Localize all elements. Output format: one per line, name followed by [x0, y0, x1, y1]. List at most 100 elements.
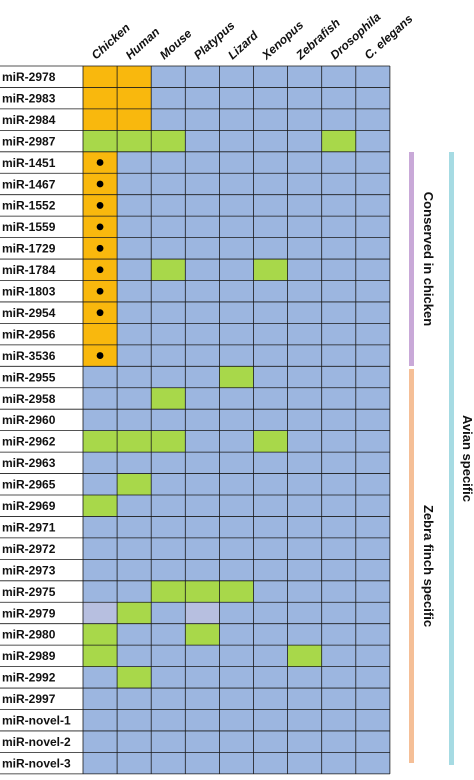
heatmap-cell	[219, 87, 254, 109]
group-label: Avian specific	[460, 415, 474, 502]
heatmap-cell	[253, 130, 288, 152]
heatmap-cell	[321, 237, 356, 260]
group-label: Conserved in chicken	[421, 192, 436, 326]
heatmap-cell	[151, 66, 186, 88]
heatmap-cell	[253, 730, 288, 753]
heatmap-cell	[287, 730, 322, 753]
heatmap-cell	[355, 323, 390, 345]
heatmap-cell	[151, 301, 186, 324]
row-label: miR-2979	[2, 606, 56, 620]
heatmap-cell	[355, 301, 390, 324]
heatmap-cell	[185, 730, 220, 753]
heatmap-cell	[117, 280, 152, 302]
heatmap-cell	[253, 645, 288, 667]
heatmap-cell	[117, 645, 152, 667]
heatmap-cell	[151, 516, 186, 538]
heatmap-cell	[355, 752, 390, 774]
heatmap-cell	[117, 709, 152, 731]
heatmap-cell	[253, 66, 288, 88]
row-label: miR-novel-3	[2, 756, 71, 770]
heatmap-cell	[253, 216, 288, 238]
presence-dot	[96, 180, 104, 188]
heatmap-cell	[287, 409, 322, 431]
heatmap-cell	[151, 473, 186, 495]
heatmap-cell	[83, 473, 118, 495]
heatmap-cell	[355, 645, 390, 667]
heatmap-cell	[83, 752, 118, 774]
heatmap-cell	[151, 130, 186, 152]
heatmap-cell	[83, 323, 118, 345]
heatmap-cell	[151, 366, 186, 388]
heatmap-cell	[151, 387, 186, 410]
column-label: Mouse	[157, 26, 195, 62]
heatmap-cell	[321, 752, 356, 774]
heatmap-cell	[219, 151, 254, 174]
heatmap-cell	[253, 323, 288, 345]
heatmap-cell	[83, 580, 118, 603]
heatmap-cell	[321, 730, 356, 753]
heatmap-cell	[83, 366, 118, 388]
heatmap-cell	[117, 495, 152, 517]
heatmap-cell	[253, 537, 288, 560]
heatmap-cell	[287, 280, 322, 302]
heatmap-cell	[151, 495, 186, 517]
heatmap-cell	[253, 280, 288, 302]
heatmap-cell	[151, 344, 186, 367]
row-label: miR-1784	[2, 263, 56, 277]
heatmap-cell	[253, 452, 288, 474]
heatmap-cell	[117, 516, 152, 538]
row-label: miR-1729	[2, 242, 56, 256]
row-label: miR-2989	[2, 649, 56, 663]
heatmap-cell	[253, 473, 288, 495]
heatmap-cell	[219, 516, 254, 538]
heatmap-cell	[219, 730, 254, 753]
heatmap-cell	[151, 409, 186, 431]
heatmap-cell	[253, 430, 288, 453]
row-label: miR-1803	[2, 285, 56, 299]
heatmap-cell	[185, 537, 220, 560]
heatmap-cell	[287, 559, 322, 581]
heatmap-cell	[355, 730, 390, 753]
heatmap-cell	[185, 666, 220, 689]
heatmap-cell	[355, 430, 390, 453]
heatmap-cell	[321, 344, 356, 367]
heatmap-cell	[117, 130, 152, 152]
heatmap-cell	[287, 602, 322, 624]
heatmap-cell	[287, 452, 322, 474]
heatmap-cell	[287, 623, 322, 646]
heatmap-cell	[287, 537, 322, 560]
row-label: miR-1559	[2, 220, 56, 234]
heatmap-cell	[321, 301, 356, 324]
heatmap-cell	[185, 87, 220, 109]
heatmap-cell	[117, 87, 152, 109]
heatmap-cell	[185, 194, 220, 217]
heatmap-cell	[321, 623, 356, 646]
heatmap-cell	[253, 87, 288, 109]
heatmap-cell	[185, 430, 220, 453]
heatmap-cell	[253, 495, 288, 517]
heatmap-cell	[355, 237, 390, 260]
heatmap-cell	[151, 623, 186, 646]
heatmap-cell	[355, 452, 390, 474]
heatmap-cell	[355, 623, 390, 646]
heatmap-cell	[185, 516, 220, 538]
heatmap-cell	[287, 666, 322, 689]
heatmap-cell	[253, 108, 288, 131]
heatmap-cell	[355, 87, 390, 109]
heatmap-cell	[321, 452, 356, 474]
heatmap-cell	[83, 87, 118, 109]
heatmap-cell	[185, 108, 220, 131]
heatmap-cell	[321, 709, 356, 731]
heatmap-cell	[287, 580, 322, 603]
heatmap-cell	[287, 323, 322, 345]
heatmap-cell	[151, 173, 186, 195]
heatmap-cell	[321, 130, 356, 152]
heatmap-cell	[321, 259, 356, 281]
heatmap-cell	[321, 108, 356, 131]
heatmap-cell	[219, 344, 254, 367]
heatmap-cell	[355, 666, 390, 689]
heatmap-cell	[117, 173, 152, 195]
heatmap-cell	[253, 752, 288, 774]
heatmap-cell	[287, 108, 322, 131]
heatmap-cell	[219, 66, 254, 88]
